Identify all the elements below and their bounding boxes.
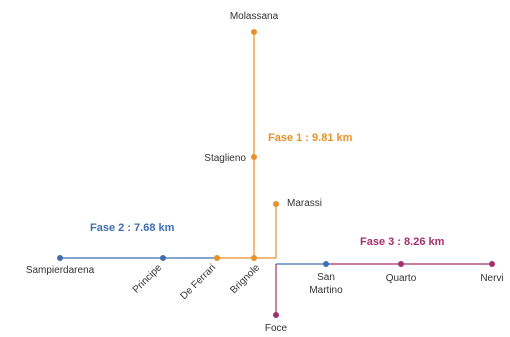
station-dot-marassi <box>273 201 279 207</box>
station-label-staglieno: Staglieno <box>204 153 246 164</box>
phase2-label: Fase 2 : 7.68 km <box>90 222 175 234</box>
station-label-quarto: Quarto <box>386 273 417 284</box>
phase1-label: Fase 1 : 9.81 km <box>268 132 353 144</box>
station-dot-nervi <box>489 261 495 267</box>
station-label-foce: Foce <box>265 323 288 334</box>
phase3-lines <box>275 263 492 315</box>
station-dot-brignole <box>251 255 257 261</box>
station-label-nervi: Nervi <box>480 273 503 284</box>
station-label-san-martino-line1: San <box>317 272 335 283</box>
phase3-label: Fase 3 : 8.26 km <box>360 236 445 248</box>
station-dot-foce <box>273 312 279 318</box>
station-label-marassi: Marassi <box>287 198 322 209</box>
station-label-brignole: Brignole <box>228 262 262 296</box>
station-label-molassana: Molassana <box>230 11 279 22</box>
station-dot-quarto <box>398 261 404 267</box>
station-dot-molassana <box>251 29 257 35</box>
station-dot-de-ferrari <box>214 255 220 261</box>
phase1-lines <box>217 32 277 259</box>
station-dot-principe <box>160 255 166 261</box>
station-dot-san-martino <box>323 261 329 267</box>
station-label-sampierdarena: Sampierdarena <box>26 265 95 276</box>
station-label-de-ferrari: De Ferrari <box>179 262 219 302</box>
station-dot-sampierdarena <box>57 255 63 261</box>
station-label-san-martino-line2: Martino <box>309 285 343 296</box>
station-dot-staglieno <box>251 154 257 160</box>
station-label-principe: Principe <box>131 262 165 296</box>
